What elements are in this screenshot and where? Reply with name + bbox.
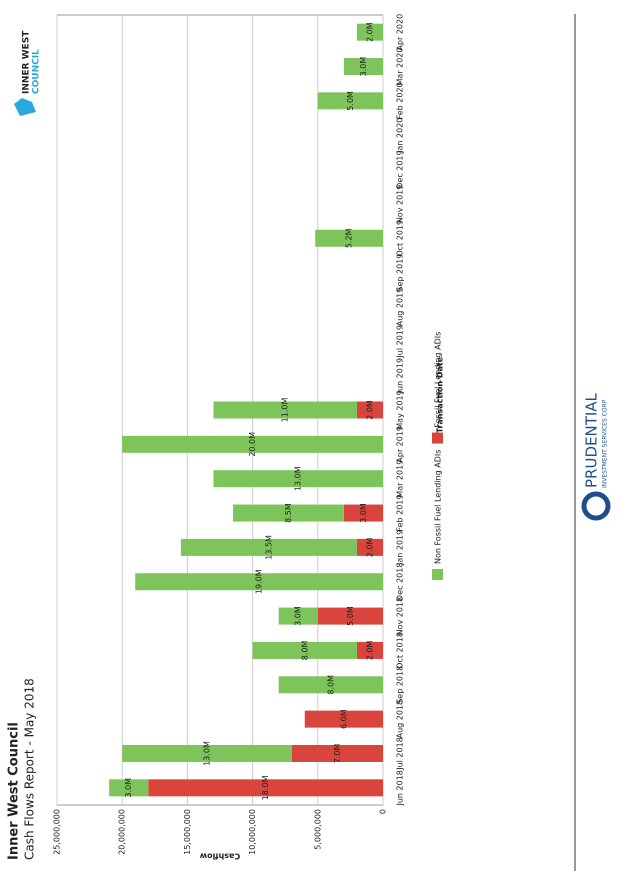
value-label: 6.0M (339, 709, 348, 729)
bar-segment (213, 470, 383, 488)
y-axis-label: Cashflow (199, 852, 240, 861)
y-tick-label: 10,000,000 (248, 809, 257, 855)
x-tick-label: Mar 2020 (396, 48, 405, 86)
bar-segment (122, 744, 292, 762)
logo-text: PRUDENTIAL (583, 392, 601, 488)
x-tick-label: Nov 2019 (396, 185, 405, 224)
y-tick-label: 0 (379, 809, 388, 814)
value-label: 11.0M (281, 398, 290, 423)
legend-label: Fossil Fuel Lending ADIs (434, 332, 443, 428)
bar-segment (109, 779, 149, 797)
bar-segment (180, 538, 357, 556)
bar-segment (291, 744, 383, 762)
x-tick-label: Sep 2019 (396, 254, 405, 292)
bar-segment (213, 401, 357, 419)
x-tick-label: Jun 2018 (396, 770, 405, 806)
value-label: 5.0M (346, 606, 355, 626)
value-label: 13.0M (294, 466, 303, 491)
y-tick-label: 20,000,000 (118, 809, 127, 855)
chart-subtitle: Cash Flows Report - May 2018 (23, 678, 37, 860)
bar-segment (356, 401, 384, 419)
x-tick-label: Jan 2019 (396, 530, 405, 566)
x-tick-label: Apr 2019 (396, 426, 405, 463)
value-label: 8.0M (300, 641, 309, 661)
bar-segment (252, 641, 357, 659)
bar-segment (233, 504, 344, 522)
value-label: 5.2M (345, 228, 354, 248)
logo-text: INNER WEST (22, 30, 32, 94)
value-label: 2.0M (365, 641, 374, 661)
x-tick-label: Aug 2019 (396, 288, 405, 327)
value-label: 3.0M (294, 606, 303, 626)
value-label: 13.5M (264, 535, 273, 560)
bar-segment (356, 538, 384, 556)
bar-segment (135, 573, 383, 591)
logo-text: COUNCIL (32, 49, 42, 94)
x-tick-label: Feb 2019 (396, 495, 405, 532)
x-tick-label: May 2019 (396, 390, 405, 429)
bar-segment (343, 58, 384, 76)
value-label: 7.0M (333, 744, 342, 764)
bar-segment (304, 710, 384, 728)
bar-segment (122, 435, 383, 453)
legend-swatch (432, 569, 443, 580)
value-label: 3.0M (359, 57, 368, 77)
bar-segment (317, 92, 383, 110)
value-label: 3.0M (359, 503, 368, 523)
y-tick-label: 15,000,000 (183, 809, 192, 855)
bar-segment (343, 504, 384, 522)
legend-label: Non Fossil Fuel Lending ADIs (434, 450, 443, 564)
value-label: 3.0M (124, 778, 133, 798)
chart-title: Inner West Council (7, 722, 22, 860)
bar-segment (317, 607, 383, 625)
x-tick-label: Oct 2018 (396, 632, 405, 669)
value-label: 18.0M (261, 775, 270, 800)
x-tick-label: Aug 2018 (396, 700, 405, 739)
value-label: 5.0M (346, 91, 355, 111)
value-label: 8.0M (326, 675, 335, 695)
value-label: 19.0M (255, 569, 264, 594)
value-label: 2.0M (365, 537, 374, 557)
x-tick-label: Oct 2019 (396, 220, 405, 257)
bar-segment (315, 229, 383, 247)
bar-segment (278, 607, 318, 625)
x-tick-label: Dec 2019 (396, 150, 405, 188)
x-tick-label: Nov 2018 (396, 597, 405, 636)
x-tick-label: Sep 2018 (396, 666, 405, 704)
x-tick-label: Apr 2020 (396, 14, 405, 51)
x-tick-label: Jul 2018 (396, 737, 405, 771)
x-axis-label: Transaction Date (436, 356, 445, 433)
x-tick-label: Mar 2019 (396, 460, 405, 498)
y-tick-label: 25,000,000 (53, 809, 62, 855)
value-label: 20.0M (248, 432, 257, 457)
bar-segment (356, 23, 384, 41)
legend-swatch (432, 432, 443, 444)
x-tick-label: Dec 2018 (396, 563, 405, 601)
value-label: 8.5M (284, 503, 293, 523)
x-tick-label: Jun 2019 (396, 358, 405, 394)
bar-segment (148, 779, 383, 797)
landscape-page: Inner West Council Cash Flows Report - M… (7, 14, 611, 871)
council-logo: INNER WEST COUNCIL (14, 30, 42, 116)
bar-segment (356, 641, 384, 659)
value-label: 2.0M (365, 400, 374, 420)
x-tick-label: Jan 2020 (396, 118, 405, 154)
bar-segment (278, 676, 383, 694)
prudential-logo: PRUDENTIAL INVESTMENT SERVICES CORP (581, 392, 611, 521)
x-tick-label: Jul 2019 (396, 325, 405, 359)
value-label: 13.0M (202, 741, 211, 766)
logo-text: INVESTMENT SERVICES CORP (602, 399, 609, 488)
value-label: 2.0M (365, 22, 374, 42)
x-tick-label: Feb 2020 (396, 82, 405, 119)
y-tick-label: 5,000,000 (313, 809, 322, 850)
